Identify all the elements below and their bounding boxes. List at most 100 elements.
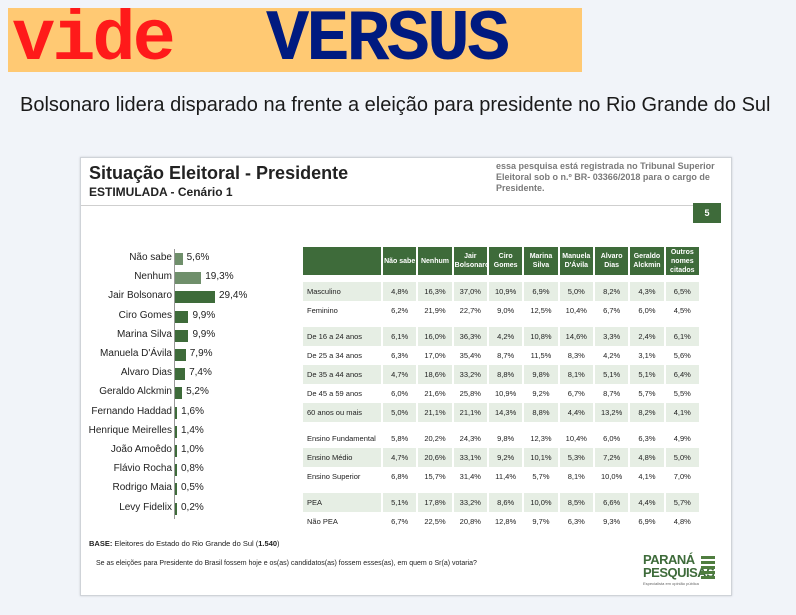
site-banner[interactable]: vide VERSUS — [8, 8, 582, 72]
bar-axis-tick — [174, 498, 175, 519]
bar-row: Geraldo Alckmin 5,2% — [81, 383, 371, 404]
table-cell: 21,1% — [453, 403, 487, 422]
table-row: 60 anos ou mais 5,0% 21,1% 21,1% 14,3% 8,8% 4,… — [303, 403, 699, 422]
row-label: Ensino Fundamental — [303, 429, 381, 448]
table-group-spacer — [303, 275, 699, 282]
table-cell: 15,7% — [418, 467, 452, 486]
bar-category-label: João Amoêdo — [110, 444, 172, 455]
bar-value-label: 0,8% — [181, 463, 204, 475]
crosstab-table: Não sabe Nenhum Jair Bolsonaro Ciro Gomes Ma… — [301, 247, 701, 531]
table-row: De 16 a 24 anos 6,1% 16,0% 36,3% 4,2% 10,8% 14… — [303, 327, 699, 346]
bar-value-label: 9,9% — [192, 309, 216, 321]
table-cell: 33,1% — [453, 448, 487, 467]
table-cell: 36,3% — [453, 327, 487, 346]
bar-axis-tick — [174, 306, 175, 327]
table-cell: 7,2% — [594, 448, 629, 467]
logo-line1: PARANÁ — [643, 552, 695, 567]
bar-category-label: Manuela D'Ávila — [100, 348, 172, 359]
table-cell: 4,1% — [630, 467, 664, 486]
table-cell: 5,0% — [383, 403, 417, 422]
table-cell: 4,7% — [383, 448, 417, 467]
base-note: BASE: Eleitores do Estado do Rio Grande … — [89, 539, 280, 548]
table-row: PEA 5,1% 17,8% 33,2% 8,6% 10,0% 8,5% 6,6% 4,4% 5,… — [303, 493, 699, 512]
table-cell: 5,1% — [594, 365, 629, 384]
table-cell: 4,8% — [383, 282, 417, 301]
table-column-header: Marina Silva — [524, 247, 558, 275]
table-cell: 4,1% — [665, 403, 699, 422]
bar — [175, 464, 177, 477]
table-column-header: Nenhum — [418, 247, 452, 275]
bar — [175, 349, 186, 361]
table-cell: 4,3% — [630, 282, 664, 301]
bar — [175, 368, 186, 381]
bar-row: Fernando Haddad 1,6% — [81, 402, 371, 423]
bar-category-label: Jair Bolsonaro — [108, 290, 172, 302]
bar — [175, 329, 189, 342]
table-cell: 6,3% — [559, 512, 593, 531]
table-cell: 14,6% — [559, 327, 593, 346]
row-label: De 16 a 24 anos — [303, 327, 381, 346]
table-cell: 4,2% — [594, 346, 629, 365]
table-cell: 6,3% — [630, 429, 664, 448]
logo-line2: PESQUISAS — [643, 565, 715, 580]
table-row: Feminino 6,2% 21,9% 22,7% 9,0% 12,5% 10,4% 6,7%… — [303, 301, 699, 320]
table-column-header: Outros nomes citados — [665, 247, 699, 275]
table-cell: 17,0% — [418, 346, 452, 365]
table-cell: 5,7% — [524, 467, 558, 486]
table-cell: 8,8% — [524, 403, 558, 422]
table-cell: 8,7% — [488, 346, 523, 365]
bar-value-label: 0,5% — [181, 482, 204, 494]
row-label: Ensino Superior — [303, 467, 381, 486]
bar-category-label: Rodrigo Maia — [112, 482, 172, 494]
table-row: Ensino Fundamental 5,8% 20,2% 24,3% 9,8% 12,3… — [303, 429, 699, 448]
table-cell: 4,8% — [665, 512, 699, 531]
bar-value-label: 5,6% — [186, 252, 210, 263]
bar-row: Alvaro Dias 7,4% — [81, 364, 371, 385]
table-row: Ensino Superior 6,8% 15,7% 31,4% 11,4% 5,7% 8,… — [303, 467, 699, 486]
bar-value-label: 19,3% — [205, 271, 234, 283]
bar-value-label: 7,9% — [189, 348, 213, 359]
row-label: Ensino Médio — [303, 448, 381, 467]
table-cell: 4,7% — [383, 365, 417, 384]
logo-map-icon — [701, 556, 715, 584]
table-cell: 6,5% — [665, 282, 699, 301]
table-cell: 5,1% — [630, 365, 664, 384]
bar-axis-tick — [174, 421, 175, 442]
bar — [175, 253, 183, 265]
bar-category-label: Flávio Rocha — [113, 463, 172, 475]
survey-question: Se as eleições para Presidente do Brasil… — [96, 560, 477, 567]
bar-axis-tick — [174, 402, 175, 423]
bar-row: Levy Fidelix 0,2% — [81, 498, 371, 519]
article-headline[interactable]: Bolsonaro lidera disparado na frente a e… — [20, 94, 771, 116]
bar-category-label: Ciro Gomes — [118, 309, 172, 321]
table-group-spacer — [303, 422, 699, 429]
table-cell: 4,4% — [630, 493, 664, 512]
table-cell: 25,8% — [453, 384, 487, 403]
bar-row: Nenhum 19,3% — [81, 268, 371, 289]
table-cell: 3,1% — [630, 346, 664, 365]
bar-axis-tick — [174, 249, 175, 269]
table-cell: 6,0% — [594, 429, 629, 448]
table-cell: 33,2% — [453, 365, 487, 384]
table-cell: 21,6% — [418, 384, 452, 403]
bar — [175, 445, 177, 457]
table-cell: 7,0% — [665, 467, 699, 486]
bar-value-label: 1,6% — [181, 405, 204, 417]
table-cell: 6,7% — [559, 384, 593, 403]
table-column-header: Ciro Gomes — [488, 247, 523, 275]
row-label: Feminino — [303, 301, 381, 320]
table-cell: 14,3% — [488, 403, 523, 422]
table-row: De 45 a 59 anos 6,0% 21,6% 25,8% 10,9% 9,2% 6,… — [303, 384, 699, 403]
base-count: 1.540 — [258, 539, 278, 548]
bar — [175, 387, 183, 400]
bar-row: Manuela D'Ávila 7,9% — [81, 345, 371, 365]
table-cell: 8,1% — [559, 467, 593, 486]
registration-note: essa pesquisa está registrada no Tribuna… — [496, 161, 715, 193]
table-column-header: Alvaro Dias — [594, 247, 629, 275]
page-number: 5 — [693, 203, 721, 223]
table-cell: 6,1% — [383, 327, 417, 346]
table-header-row: Não sabe Nenhum Jair Bolsonaro Ciro Gomes Ma… — [303, 247, 699, 275]
table-cell: 9,7% — [524, 512, 558, 531]
table-column-header: Geraldo Alckmin — [630, 247, 664, 275]
table-cell: 2,4% — [630, 327, 664, 346]
